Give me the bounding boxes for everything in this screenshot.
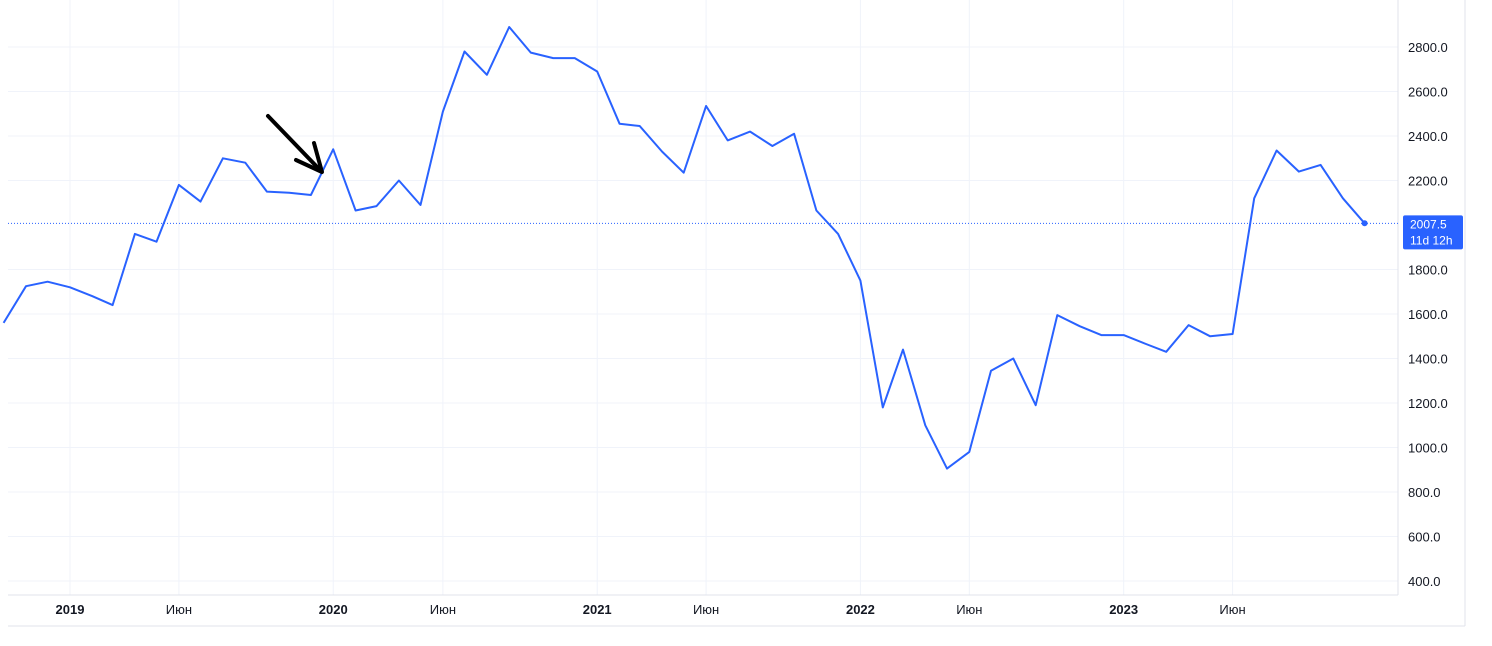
data-point — [397, 179, 401, 183]
annotation-arrow — [266, 114, 324, 174]
arrow-head — [294, 141, 324, 174]
y-tick-label: 400.0 — [1408, 574, 1441, 589]
data-point — [595, 70, 599, 74]
current-price-badge-bg — [1403, 215, 1463, 250]
data-point — [1297, 170, 1301, 174]
data-point — [682, 171, 686, 175]
y-tick-label: 2200.0 — [1408, 174, 1448, 189]
data-point — [881, 405, 885, 409]
x-tick-label: Июн — [693, 602, 719, 617]
y-tick-label: 1600.0 — [1408, 307, 1448, 322]
series-line — [2, 26, 1366, 470]
data-point — [770, 144, 774, 148]
data-point — [309, 193, 313, 197]
data-point — [660, 150, 664, 154]
data-point — [923, 423, 927, 427]
data-point — [90, 294, 94, 298]
current-price-label: 2007.5 — [1410, 217, 1447, 231]
data-point — [1231, 332, 1235, 336]
data-point — [441, 110, 445, 114]
y-tick-label: 600.0 — [1408, 530, 1441, 545]
data-point — [1187, 323, 1191, 327]
x-axis: 2019 Июн 2020 Июн 2021 Июн 2022 Июн 2023 Июн — [56, 602, 1246, 617]
data-point — [46, 280, 50, 284]
y-tick-label: 1800.0 — [1408, 263, 1448, 278]
data-point — [1122, 333, 1126, 337]
x-tick-label: Июн — [956, 602, 982, 617]
x-tick-label: Июн — [166, 602, 192, 617]
data-point — [68, 285, 72, 289]
data-point — [1275, 149, 1279, 153]
data-point — [133, 232, 137, 236]
data-point — [419, 203, 423, 207]
x-tick-label: 2023 — [1109, 602, 1138, 617]
data-point — [1055, 313, 1059, 317]
data-point — [1034, 403, 1038, 407]
data-point — [726, 138, 730, 142]
data-point — [814, 209, 818, 213]
data-point — [463, 50, 467, 54]
y-tick-label: 1400.0 — [1408, 352, 1448, 367]
data-point — [1078, 324, 1082, 328]
last-point-dot — [1361, 220, 1368, 227]
data-point — [1208, 334, 1212, 338]
y-tick-label: 2600.0 — [1408, 85, 1448, 100]
data-point — [945, 467, 949, 471]
data-point — [287, 191, 291, 195]
data-point — [1319, 163, 1323, 167]
x-tick-label: Июн — [430, 602, 456, 617]
y-tick-label: 1000.0 — [1408, 441, 1448, 456]
data-point — [748, 130, 752, 134]
data-point — [111, 303, 115, 307]
data-point — [221, 156, 225, 160]
data-point — [704, 104, 708, 108]
data-point — [618, 122, 622, 126]
data-point — [989, 369, 993, 373]
y-tick-label: 2800.0 — [1408, 40, 1448, 55]
data-point — [507, 25, 511, 29]
y-tick-label: 1200.0 — [1408, 396, 1448, 411]
data-point — [354, 209, 358, 213]
arrow-shaft — [266, 114, 322, 172]
x-tick-label: 2021 — [583, 602, 612, 617]
data-point — [573, 56, 577, 60]
data-point — [375, 204, 379, 208]
x-tick-label: 2022 — [846, 602, 875, 617]
data-point — [243, 161, 247, 165]
data-point — [638, 124, 642, 128]
data-point — [1099, 333, 1103, 337]
data-point — [1252, 196, 1256, 200]
data-point — [2, 321, 6, 325]
y-axis: 400.0 600.0 800.0 1000.0 1200.0 1400.0 1600.0 1… — [1408, 40, 1448, 589]
grid-layer — [8, 0, 1398, 595]
data-point — [1144, 342, 1148, 346]
data-point — [199, 200, 203, 204]
data-point — [836, 232, 840, 236]
bar-countdown-label: 11d 12h — [1410, 233, 1453, 247]
x-tick-label: 2019 — [56, 602, 85, 617]
data-point — [1341, 196, 1345, 200]
data-point — [901, 348, 905, 352]
data-point — [155, 240, 159, 244]
data-point — [177, 183, 181, 187]
data-point — [1164, 350, 1168, 354]
data-point — [1011, 357, 1015, 361]
data-point — [858, 279, 862, 283]
data-point — [485, 73, 489, 77]
data-point — [24, 284, 28, 288]
data-point — [331, 147, 335, 151]
data-point — [792, 132, 796, 136]
data-point — [529, 51, 533, 55]
x-tick-label: 2020 — [319, 602, 348, 617]
data-point — [551, 56, 555, 60]
y-tick-label: 800.0 — [1408, 485, 1441, 500]
y-tick-label: 2400.0 — [1408, 129, 1448, 144]
current-price-badge: 2007.5 11d 12h — [1403, 215, 1463, 250]
data-point — [265, 190, 269, 194]
x-tick-label: Июн — [1219, 602, 1245, 617]
data-point — [967, 450, 971, 454]
